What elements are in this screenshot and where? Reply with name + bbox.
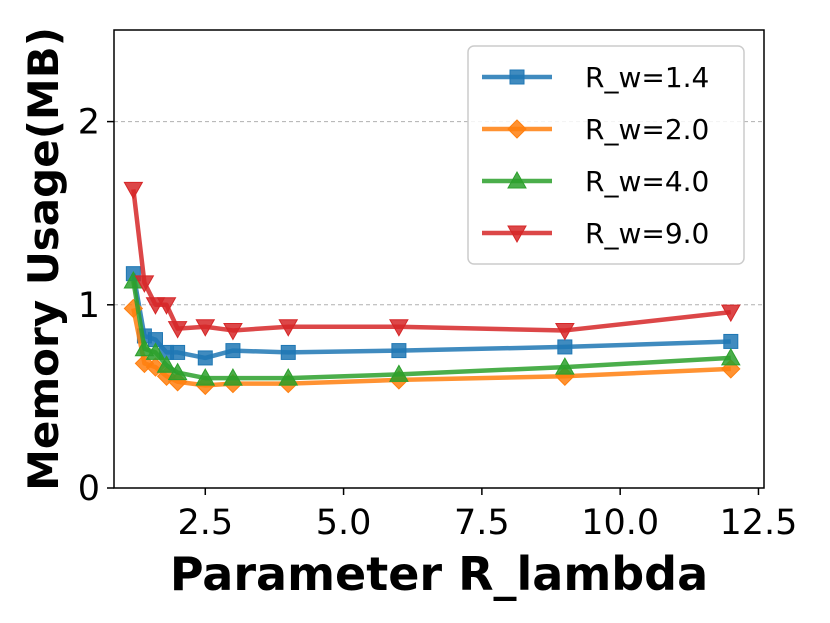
data-point	[554, 357, 575, 375]
data-point	[167, 362, 188, 381]
legend-marker	[507, 119, 527, 139]
data-point	[134, 338, 155, 357]
legend-box	[467, 45, 745, 265]
x-tick-label: 7.5	[454, 503, 510, 543]
series-R_w=9.0	[123, 181, 741, 341]
series-R_w=1.4	[125, 266, 739, 366]
data-point	[391, 343, 407, 359]
legend-label: R_w=4.0	[585, 165, 709, 198]
data-point	[389, 319, 409, 337]
data-point	[156, 297, 177, 315]
data-point	[723, 333, 739, 349]
data-point	[720, 347, 741, 366]
data-point	[156, 355, 177, 373]
data-point	[554, 322, 575, 341]
series-layer	[123, 181, 741, 396]
legend-label: R_w=9.0	[585, 217, 709, 250]
plot-area-frame	[113, 29, 765, 489]
data-point	[278, 319, 299, 337]
data-point	[197, 350, 213, 366]
data-point	[195, 319, 216, 337]
x-axis-label: Parameter R_lambda	[170, 547, 708, 601]
data-point	[225, 343, 241, 359]
x-tick-label: 10.0	[581, 503, 659, 543]
y-tick-label: 2	[78, 103, 100, 143]
y-axis-ticks: 0 1 2	[78, 103, 114, 509]
legend-label: R_w=1.4	[585, 61, 709, 94]
data-point	[145, 342, 166, 360]
legend-item: R_w=9.0	[482, 217, 709, 250]
legend-marker	[507, 225, 527, 244]
data-point	[170, 344, 186, 360]
y-tick-label: 0	[78, 469, 100, 509]
data-point	[720, 304, 741, 323]
y-tick-label: 1	[78, 286, 100, 326]
legend-item: R_w=1.4	[482, 61, 709, 94]
data-point	[280, 344, 296, 360]
series-line	[131, 273, 731, 361]
x-tick-label: 5.0	[316, 503, 372, 543]
data-point	[557, 339, 573, 355]
data-point	[123, 181, 144, 200]
data-point	[195, 368, 216, 386]
data-point	[389, 364, 409, 382]
legend-label: R_w=2.0	[585, 113, 709, 146]
y-axis-label: Memory Usage(MB)	[19, 27, 68, 491]
x-tick-label: 12.5	[719, 503, 797, 543]
series-R_w=4.0	[123, 270, 741, 386]
data-point	[278, 368, 299, 386]
legend-marker	[507, 170, 527, 189]
legend-item: R_w=2.0	[482, 113, 709, 146]
legend: R_w=1.4 R_w=2.0 R_w=4.0 R_w=9.0	[467, 45, 745, 265]
x-axis-ticks: 2.5 5.0 7.5 10.0 12.5	[177, 488, 797, 543]
legend-marker	[509, 69, 525, 85]
x-tick-label: 2.5	[177, 503, 233, 543]
data-point	[223, 322, 243, 341]
legend-item: R_w=4.0	[482, 165, 709, 198]
data-point	[134, 275, 155, 293]
data-point	[167, 321, 188, 339]
data-point	[223, 368, 243, 386]
